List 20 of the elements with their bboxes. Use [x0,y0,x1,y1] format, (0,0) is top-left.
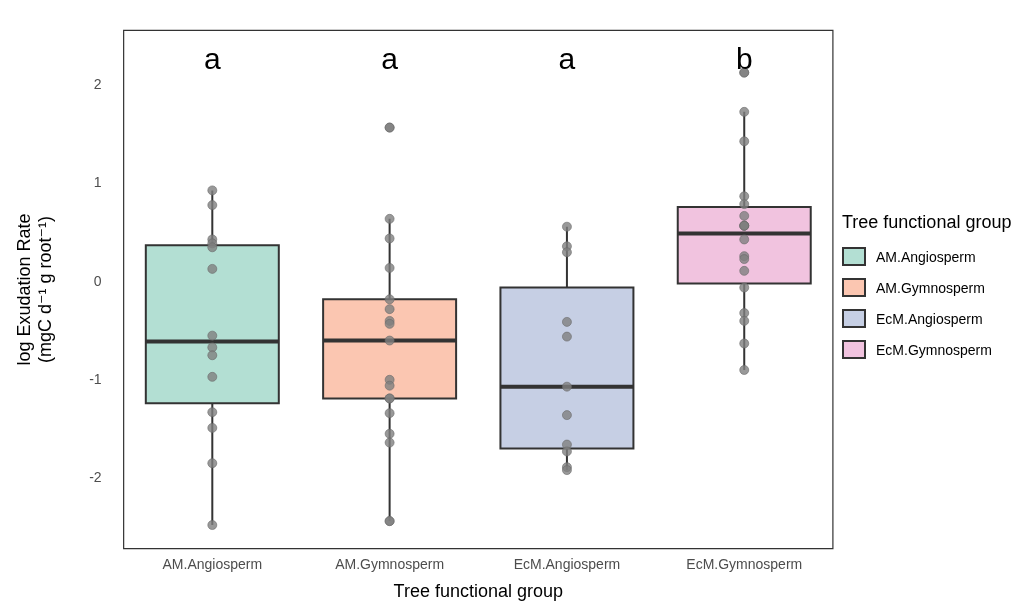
x-tick-label: AM.Gymnosperm [335,555,445,572]
annotation: a [558,41,576,75]
y-tick-label: -2 [89,468,102,485]
legend-label: EcM.Gymnosperm [876,341,992,358]
legend-label: AM.Angiosperm [876,248,976,265]
x-tick-label: AM.Angiosperm [162,555,263,572]
y-tick-label: 1 [93,174,102,191]
annotation: a [203,41,221,75]
y-tick-label: -1 [89,370,102,387]
x-axis-title: Tree functional group [842,212,1012,233]
y-tick-label: 0 [93,272,102,289]
x-tick-label: EcM.Angiosperm [513,555,621,572]
legend-label: EcM.Angiosperm [876,310,983,327]
annotation: b [735,41,753,75]
legend-label: AM.Gymnosperm [876,279,985,296]
y-tick-label: 2 [93,76,102,93]
y-axis-title: log Exudation Rate (mgC d⁻¹ g root⁻¹) [13,213,56,366]
x-tick-label: EcM.Gymnosperm [686,555,803,572]
legend-title: Tree functional group [393,581,563,602]
annotation: a [381,41,399,75]
